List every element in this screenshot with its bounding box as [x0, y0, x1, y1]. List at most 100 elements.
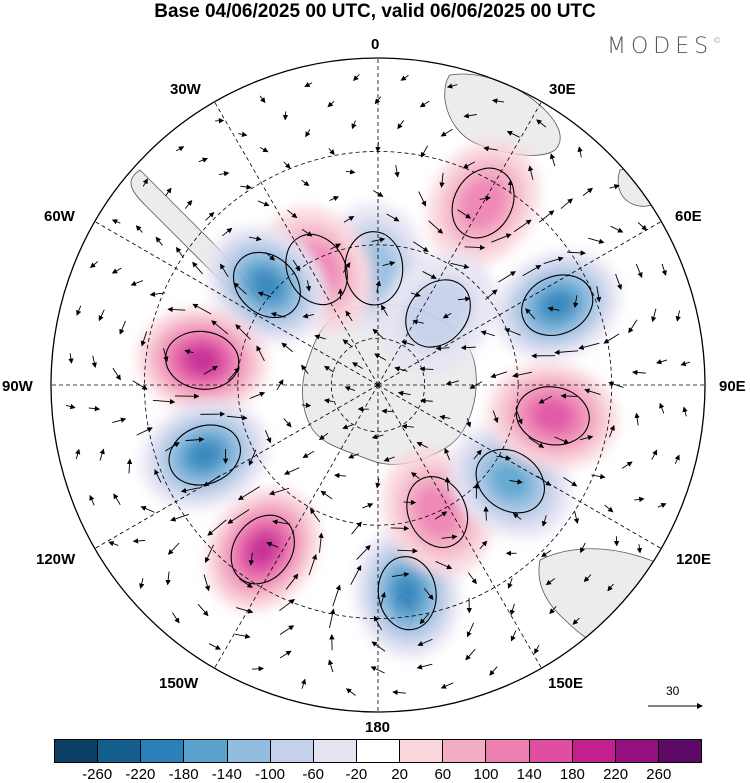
wind-vector-73 [434, 511, 448, 520]
wind-vector-259 [99, 448, 105, 461]
wind-vector-190 [140, 331, 148, 347]
meridian-240 [94, 384, 379, 549]
wind-vector-303 [111, 219, 121, 225]
wind-vector-253 [279, 650, 292, 659]
wind-vector-64 [371, 237, 386, 243]
wind-vector-232 [374, 96, 382, 105]
wind-vector-54 [403, 499, 417, 506]
wind-vector-157 [152, 398, 176, 405]
wind-vector-205 [632, 369, 646, 376]
contour-7 [406, 476, 469, 548]
colorbar-bin-0 [55, 740, 99, 762]
wind-vector-208 [604, 504, 614, 513]
wind-vector-275 [609, 184, 620, 190]
wind-vector-271 [446, 83, 458, 89]
contour-lines [165, 167, 594, 631]
colorbar-bin-7 [356, 740, 401, 762]
anomaly-8-level-3 [489, 462, 531, 501]
wind-vector-88 [498, 271, 517, 283]
wind-vector-68 [504, 328, 521, 336]
wind-vector-226 [155, 236, 163, 246]
wind-vector-41 [283, 418, 292, 428]
wind-vector-285 [572, 617, 580, 625]
wind-vector-33 [460, 344, 476, 351]
wind-vector-108 [343, 216, 355, 223]
wind-vector-212 [466, 622, 475, 638]
wind-vector-99 [272, 519, 291, 525]
wind-vector-51 [492, 410, 499, 424]
colorbar-tick-label: -260 [82, 766, 113, 783]
wind-vector-287 [489, 666, 498, 676]
wind-vector-266 [198, 157, 208, 163]
wind-vector-149 [423, 588, 434, 600]
anomaly-7-level-2 [413, 484, 461, 540]
colorbar-tick-label: -60 [302, 766, 325, 783]
wind-vector-36 [444, 447, 451, 461]
wind-vector-300 [68, 353, 74, 364]
wind-vector-307 [259, 95, 266, 104]
contour-4 [168, 424, 241, 486]
colorbar-bin-8 [400, 740, 444, 762]
wind-vector-107 [301, 228, 313, 237]
wind-vector-135 [329, 196, 340, 202]
wind-vector-264 [135, 225, 143, 233]
wind-vector-139 [513, 219, 532, 233]
wind-vector-276 [637, 222, 648, 231]
wind-vector-171 [595, 286, 602, 303]
meridian-330 [214, 101, 379, 386]
wind-vector-56 [320, 490, 333, 500]
wind-vector-48 [458, 296, 471, 302]
wind-vector-272 [491, 98, 505, 104]
colorbar-tick-label: 60 [434, 766, 452, 783]
wind-vector-11 [401, 423, 415, 430]
wind-vector-10 [420, 398, 433, 404]
wind-vector-22 [416, 442, 428, 448]
wind-vector-138 [479, 195, 491, 202]
wind-vector-238 [610, 225, 624, 233]
wind-vector-65 [413, 241, 429, 252]
wind-vector-131 [192, 303, 212, 315]
contour-3 [165, 330, 240, 390]
wind-vector-199 [483, 145, 498, 152]
wind-vector-87 [464, 244, 486, 251]
wind-vector-103 [203, 365, 218, 375]
wind-vector-71 [496, 455, 512, 461]
wind-vector-197 [397, 119, 405, 130]
colorbar-bin-11 [529, 740, 573, 762]
wind-vector-50 [490, 371, 507, 379]
lon-label-60w: 60W [44, 208, 75, 225]
wind-vector-97 [356, 544, 371, 560]
lon-label-60e: 60E [675, 208, 702, 225]
lon-label-120w: 120W [36, 551, 76, 568]
lon-label-30w: 30W [170, 81, 201, 98]
wind-vector-225 [130, 280, 144, 286]
colorbar-tick-label: 140 [516, 766, 542, 783]
wind-vector-23 [383, 456, 395, 462]
wind-vector-27 [301, 364, 309, 375]
wind-vector-155 [180, 487, 200, 494]
wind-vector-161 [222, 227, 233, 237]
wind-vector-167 [462, 161, 476, 169]
wind-vector-298 [75, 448, 81, 460]
wind-vector-9 [419, 366, 434, 372]
colorbar-bin-2 [141, 740, 185, 762]
wind-vector-235 [506, 131, 520, 138]
wind-vector-123 [350, 565, 362, 585]
wind-vector-95 [441, 534, 458, 540]
wind-vector-292 [251, 666, 264, 672]
colorbar-tick-label: -220 [125, 766, 156, 783]
wind-vector-124 [308, 553, 318, 576]
wind-vector-192 [175, 246, 184, 258]
wind-vector-184 [238, 578, 253, 588]
wind-vector-281 [674, 454, 680, 465]
wind-vector-112 [491, 233, 512, 243]
lat-lon-grid [51, 58, 705, 712]
wind-vector-217 [236, 607, 254, 614]
wind-vector-263 [111, 267, 122, 274]
wind-vector-84 [330, 243, 342, 250]
wind-vector-255 [197, 603, 209, 617]
wind-vector-113 [522, 265, 542, 277]
wind-vector-282 [657, 503, 667, 509]
wind-vector-244 [634, 496, 645, 503]
